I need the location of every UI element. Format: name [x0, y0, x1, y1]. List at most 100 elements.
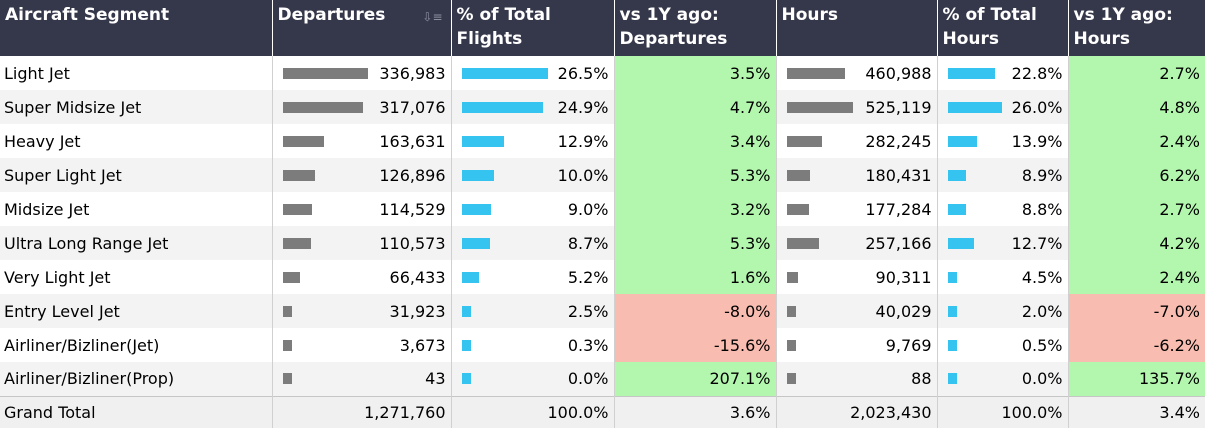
column-header-pct-flights[interactable]: % of Total Flights: [451, 0, 615, 56]
hours-bar: [786, 169, 810, 181]
departures-cell: 110,573: [272, 226, 452, 260]
table-row[interactable]: Airliner/Bizliner(Prop) 43 0.0% 207.1% 88 0.0…: [0, 362, 1205, 396]
departures-cell: 126,896: [272, 158, 452, 192]
cell-value: 8.7%: [567, 233, 609, 253]
cell-value: 0.5%: [1021, 335, 1063, 355]
departures-cell: 43: [272, 362, 452, 396]
pct-flights-bar: [461, 101, 543, 113]
pct-flights-cell: 5.2%: [451, 260, 615, 294]
cell-value: 317,076: [379, 97, 446, 117]
header-row: Aircraft Segment Departures ⇩≡ % of Total…: [0, 0, 1205, 56]
table-row[interactable]: Light Jet 336,983 26.5% 3.5% 460,988 22.8% 2.7…: [0, 56, 1205, 90]
cell-value: 40,029: [875, 301, 932, 321]
table-row[interactable]: Very Light Jet 66,433 5.2% 1.6% 90,311 4.5% 2.…: [0, 260, 1205, 294]
hours-cell: 282,245: [776, 124, 938, 158]
grand-total-pct-hours: 100.0%: [937, 395, 1069, 428]
column-header-label: Hours: [781, 5, 839, 25]
pct-hours-bar: [947, 101, 1002, 113]
sort-descending-icon[interactable]: ⇩≡: [422, 10, 443, 24]
hours-bar: [786, 135, 822, 147]
departures-bar: [282, 101, 363, 113]
segment-name-cell: Ultra Long Range Jet: [0, 226, 273, 260]
table-row[interactable]: Entry Level Jet 31,923 2.5% -8.0% 40,029 2.0%…: [0, 294, 1205, 328]
cell-value: 2.5%: [567, 301, 609, 321]
yoy-hours-cell: 2.7%: [1068, 192, 1205, 226]
pct-hours-cell: 22.8%: [937, 56, 1069, 90]
column-header-yoy-hours[interactable]: vs 1Y ago: Hours: [1068, 0, 1205, 56]
pct-hours-cell: 8.8%: [937, 192, 1069, 226]
table-row[interactable]: Airliner/Bizliner(Jet) 3,673 0.3% -15.6% 9,7…: [0, 328, 1205, 362]
pct-hours-bar: [947, 339, 957, 351]
table-row[interactable]: Ultra Long Range Jet 110,573 8.7% 5.3% 257,1…: [0, 226, 1205, 260]
column-header-label: % of Total Hours: [942, 5, 1037, 49]
cell-value: 88: [911, 369, 932, 389]
pct-flights-bar: [461, 339, 471, 351]
segment-name-cell: Heavy Jet: [0, 124, 273, 158]
hours-bar: [786, 373, 796, 385]
departures-bar: [282, 305, 292, 317]
cell-value: 13.9%: [1011, 131, 1063, 151]
cell-value: 22.8%: [1011, 63, 1063, 83]
hours-bar: [786, 339, 796, 351]
column-header-segment[interactable]: Aircraft Segment: [0, 0, 273, 56]
table-row[interactable]: Super Midsize Jet 317,076 24.9% 4.7% 525,119…: [0, 90, 1205, 124]
yoy-hours-cell: -7.0%: [1068, 294, 1205, 328]
departures-cell: 3,673: [272, 328, 452, 362]
pct-flights-cell: 9.0%: [451, 192, 615, 226]
pct-hours-cell: 12.7%: [937, 226, 1069, 260]
departures-bar: [282, 135, 324, 147]
column-header-pct-hours[interactable]: % of Total Hours: [937, 0, 1069, 56]
yoy-hours-cell: 2.7%: [1068, 56, 1205, 90]
column-header-hours[interactable]: Hours: [776, 0, 938, 56]
yoy-departures-cell: 3.4%: [614, 124, 777, 158]
pct-hours-bar: [947, 169, 966, 181]
grand-total-label: Grand Total: [0, 395, 273, 428]
pct-flights-cell: 24.9%: [451, 90, 615, 124]
cell-value: 282,245: [865, 131, 932, 151]
departures-bar: [282, 373, 292, 385]
table-body: Light Jet 336,983 26.5% 3.5% 460,988 22.8% 2.7…: [0, 56, 1205, 396]
hours-cell: 88: [776, 362, 938, 396]
pct-hours-bar: [947, 237, 974, 249]
cell-value: 26.5%: [557, 63, 609, 83]
departures-bar: [282, 271, 300, 283]
hours-cell: 9,769: [776, 328, 938, 362]
hours-cell: 90,311: [776, 260, 938, 294]
hours-cell: 180,431: [776, 158, 938, 192]
departures-cell: 31,923: [272, 294, 452, 328]
pct-flights-bar: [461, 203, 491, 215]
cell-value: 460,988: [865, 63, 932, 83]
yoy-hours-cell: 4.2%: [1068, 226, 1205, 260]
column-header-label: % of Total Flights: [456, 5, 551, 49]
departures-cell: 317,076: [272, 90, 452, 124]
departures-cell: 336,983: [272, 56, 452, 90]
yoy-departures-cell: 5.3%: [614, 226, 777, 260]
yoy-hours-cell: -6.2%: [1068, 328, 1205, 362]
pct-hours-cell: 4.5%: [937, 260, 1069, 294]
yoy-departures-cell: 3.2%: [614, 192, 777, 226]
segment-name-cell: Midsize Jet: [0, 192, 273, 226]
departures-bar: [282, 67, 368, 79]
hours-cell: 40,029: [776, 294, 938, 328]
pct-flights-bar: [461, 237, 490, 249]
pct-hours-bar: [947, 203, 966, 215]
cell-value: 525,119: [865, 97, 932, 117]
column-header-yoy-departures[interactable]: vs 1Y ago: Departures: [614, 0, 777, 56]
hours-bar: [786, 203, 809, 215]
column-header-departures[interactable]: Departures ⇩≡: [272, 0, 452, 56]
pct-hours-bar: [947, 271, 957, 283]
departures-bar: [282, 339, 292, 351]
column-header-label: vs 1Y ago: Departures: [619, 5, 728, 49]
table-row[interactable]: Heavy Jet 163,631 12.9% 3.4% 282,245 13.9% 2.4…: [0, 124, 1205, 158]
table-row[interactable]: Midsize Jet 114,529 9.0% 3.2% 177,284 8.8% 2.7…: [0, 192, 1205, 226]
column-header-label: Aircraft Segment: [5, 5, 170, 25]
table-row[interactable]: Super Light Jet 126,896 10.0% 5.3% 180,431 8.…: [0, 158, 1205, 192]
cell-value: 0.0%: [567, 369, 609, 389]
pct-flights-cell: 0.0%: [451, 362, 615, 396]
yoy-departures-cell: 3.5%: [614, 56, 777, 90]
cell-value: 9.0%: [567, 199, 609, 219]
yoy-hours-cell: 4.8%: [1068, 90, 1205, 124]
cell-value: 8.9%: [1021, 165, 1063, 185]
cell-value: 257,166: [865, 233, 932, 253]
